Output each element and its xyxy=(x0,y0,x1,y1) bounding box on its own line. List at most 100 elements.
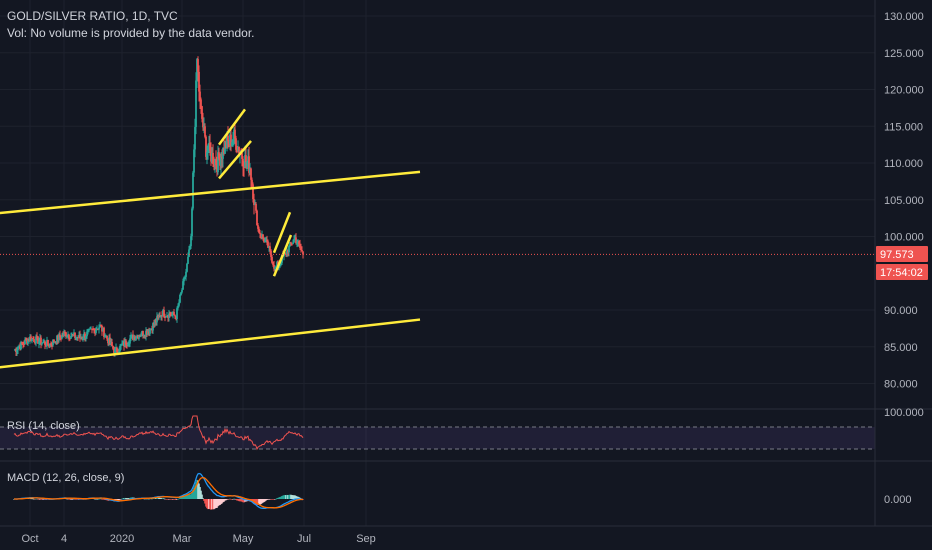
candle-body xyxy=(300,247,302,251)
macd-histogram-bar xyxy=(94,498,96,500)
macd-histogram-bar xyxy=(161,498,163,499)
macd-pane xyxy=(13,472,304,510)
volume-note: Vol: No volume is provided by the data v… xyxy=(7,26,255,40)
macd-histogram-bar xyxy=(296,496,298,499)
macd-histogram-bar xyxy=(227,499,229,500)
macd-histogram-bar xyxy=(238,499,240,502)
candle-body xyxy=(83,333,85,339)
macd-histogram-bar xyxy=(155,497,157,499)
candle-body xyxy=(103,327,105,338)
candle-body xyxy=(172,311,174,315)
candle-body xyxy=(35,336,37,344)
rsi-line xyxy=(13,415,304,451)
candle-body xyxy=(242,158,244,167)
candle-body xyxy=(299,244,301,248)
candle-body xyxy=(177,305,179,309)
candle-body xyxy=(145,330,147,337)
price-tick-label: 90.000 xyxy=(884,305,918,317)
time-tick-label: May xyxy=(233,533,254,545)
macd-histogram-bar xyxy=(128,498,130,499)
macd-histogram-bar xyxy=(213,499,215,510)
macd-histogram-bar xyxy=(257,499,259,505)
macd-histogram-bar xyxy=(172,499,174,500)
candle-body xyxy=(257,225,259,229)
macd-histogram-bar xyxy=(269,499,271,500)
price-axis[interactable]: 130.000 125.000 120.000 115.000 110.000 105.0… xyxy=(884,11,924,391)
macd-histogram-bar xyxy=(295,495,297,499)
candle-body xyxy=(14,349,16,351)
candle-body xyxy=(44,341,46,345)
candle-body xyxy=(79,334,81,339)
macd-histogram-bar xyxy=(287,495,289,499)
candle-body xyxy=(249,168,251,173)
candle-body xyxy=(114,349,116,354)
candle-body xyxy=(27,339,29,344)
macd-histogram-bar xyxy=(71,499,73,500)
macd-histogram-bar xyxy=(185,495,187,499)
macd-histogram-bar xyxy=(75,499,77,500)
trendline[interactable] xyxy=(0,318,421,369)
candle-body xyxy=(275,266,277,268)
candle-body xyxy=(264,240,266,242)
trendline[interactable] xyxy=(272,211,292,254)
candle-body xyxy=(176,308,178,319)
macd-histogram-bar xyxy=(101,499,103,500)
macd-label[interactable]: MACD (12, 26, close, 9) xyxy=(7,472,125,484)
candle-body xyxy=(163,310,165,317)
macd-histogram-bar xyxy=(224,499,226,501)
macd-histogram-bar xyxy=(199,487,201,499)
candle-body xyxy=(129,338,131,344)
candle-body xyxy=(298,241,300,245)
macd-histogram-bar xyxy=(160,498,162,499)
macd-histogram-bar xyxy=(276,498,278,499)
candle-body xyxy=(178,302,180,306)
macd-histogram-bar xyxy=(284,494,286,499)
last-price-value: 97.573 xyxy=(880,249,914,261)
candle-body xyxy=(96,329,98,331)
candle-body xyxy=(220,156,222,166)
macd-histogram-bar xyxy=(78,499,80,500)
candle-body xyxy=(270,250,272,257)
candle-body xyxy=(291,243,293,245)
candle-body xyxy=(286,250,288,255)
candle-body xyxy=(250,168,252,180)
candle-body xyxy=(63,332,65,336)
trendline[interactable] xyxy=(218,140,252,180)
candle-body xyxy=(78,334,80,338)
candle-body xyxy=(221,156,223,159)
time-axis[interactable]: Oct 4 2020 Mar May Jul Sep xyxy=(21,533,375,545)
macd-histogram-bar xyxy=(274,499,276,500)
candle-body xyxy=(199,91,201,100)
macd-histogram-bar xyxy=(96,498,98,500)
macd-histogram-bar xyxy=(97,498,99,500)
candle-body xyxy=(128,343,130,345)
macd-histogram-bar xyxy=(36,498,38,500)
macd-histogram-bar xyxy=(297,496,299,499)
candle-body xyxy=(135,337,137,340)
time-tick-label: Oct xyxy=(21,533,38,545)
macd-histogram-bar xyxy=(166,499,168,500)
candle-body xyxy=(195,80,197,128)
macd-histogram-bar xyxy=(164,498,166,500)
trendline[interactable] xyxy=(272,234,293,277)
candle-body xyxy=(134,336,136,340)
candles xyxy=(14,56,304,357)
candle-body xyxy=(51,344,53,346)
candle-body xyxy=(139,335,141,337)
rsi-label[interactable]: RSI (14, close) xyxy=(7,420,80,432)
trendline[interactable] xyxy=(0,170,421,215)
macd-histogram-bar xyxy=(168,499,170,500)
trendline[interactable] xyxy=(217,108,247,146)
macd-histogram-bar xyxy=(209,499,211,510)
candle-body xyxy=(230,134,232,147)
macd-axis-tick: 0.000 xyxy=(884,494,912,506)
candle-body xyxy=(153,323,155,325)
macd-histogram-bar xyxy=(119,499,121,500)
macd-histogram-bar xyxy=(173,499,175,500)
macd-histogram-bar xyxy=(226,499,228,500)
macd-histogram-bar xyxy=(76,499,78,500)
candle-body xyxy=(205,136,207,157)
candle-body xyxy=(56,335,58,344)
chart-title[interactable]: GOLD/SILVER RATIO, 1D, TVC xyxy=(7,9,178,23)
